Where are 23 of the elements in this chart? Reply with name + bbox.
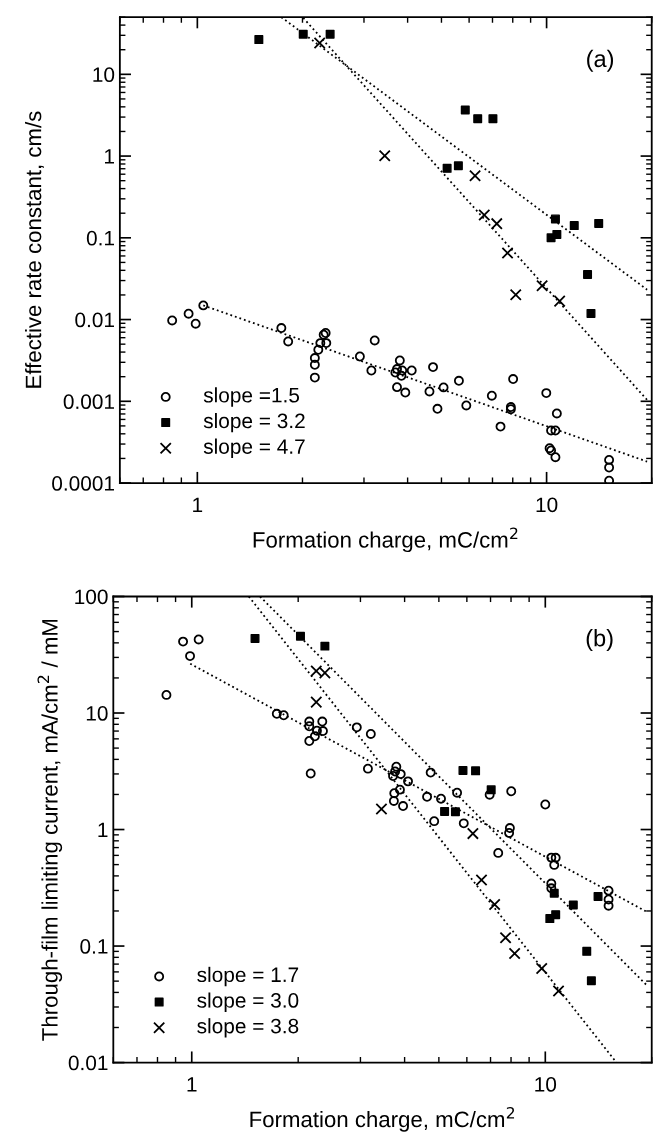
y-tick-label: 100 [75, 589, 108, 605]
y-tick-label: 0.1 [80, 939, 108, 954]
y-tick-label: 1 [105, 149, 114, 164]
y-tick-label: 0.001 [63, 394, 114, 410]
annotation: (a) [587, 49, 614, 72]
legend-label: slope =1.5 [203, 387, 300, 407]
legend-label: slope = 3.8 [197, 1018, 299, 1038]
y-axis-title: Effective rate constant, cm/s [25, 111, 44, 388]
x-axis-title: Formation charge, mC/cm$^{2}$ [253, 527, 518, 553]
x-axis-title: Formation charge, mC/cm$^{2}$ [250, 1106, 515, 1132]
y-tick-label: 0.01 [75, 312, 114, 328]
legend-label: slope = 3.0 [197, 992, 299, 1012]
y-tick-label: 10 [86, 706, 108, 721]
y-tick-label: 0.01 [68, 1055, 108, 1071]
y-axis-title: Through-film limiting current, mA/cm$^{2}$ / mM [37, 619, 63, 1041]
y-tick-label: 0.1 [86, 230, 114, 246]
legend-label: slope = 4.7 [203, 438, 305, 459]
y-tick-label: 10 [93, 67, 115, 83]
y-tick-label: 0.0001 [52, 476, 114, 491]
legend-label: slope = 1.7 [197, 966, 299, 987]
legend-label: slope = 3.2 [203, 412, 305, 433]
y-tick-label: 1 [98, 822, 108, 838]
annotation: (b) [586, 629, 613, 652]
